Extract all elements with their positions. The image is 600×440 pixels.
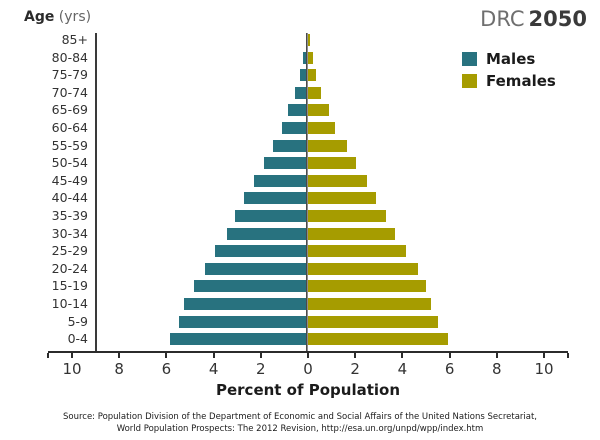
bar-females-80-84	[308, 51, 313, 64]
x-tick-label: 6	[161, 360, 172, 378]
x-tick	[543, 353, 545, 358]
bar-males-30-34	[226, 227, 308, 240]
bar-males-20-24	[205, 262, 308, 275]
age-label-10-14: 10-14	[51, 296, 88, 311]
x-tick	[354, 353, 357, 358]
source-line-1: Source: Population Division of the Depar…	[62, 412, 538, 422]
age-axis-header: Age (yrs)	[24, 9, 91, 25]
x-tick	[212, 353, 215, 358]
x-tick	[448, 353, 451, 358]
bar-males-80-84	[303, 51, 308, 64]
bar-females-75-79	[308, 69, 317, 82]
x-tick-label: 8	[114, 360, 124, 378]
bar-males-75-79	[299, 69, 308, 82]
age-label-0-4: 0-4	[67, 331, 88, 347]
center-axis-line	[306, 33, 308, 351]
x-tick	[259, 353, 262, 358]
bar-males-5-9	[179, 315, 308, 328]
legend-item-males: Males	[462, 48, 556, 70]
x-tick-label: 10	[534, 360, 554, 378]
age-label-30-34: 30-34	[51, 225, 88, 241]
x-tick	[495, 353, 498, 358]
chart-title-year: 2050	[528, 7, 587, 31]
bar-females-65-69	[308, 104, 330, 117]
bar-males-70-74	[295, 86, 308, 99]
x-tick	[307, 353, 309, 358]
x-tick-label: 4	[208, 360, 219, 378]
x-tick	[165, 353, 168, 358]
x-axis-line	[48, 351, 568, 353]
bar-males-15-19	[193, 280, 308, 293]
age-axis-header-units: (yrs)	[54, 9, 92, 25]
bar-females-30-34	[308, 227, 396, 240]
age-label-45-49: 45-49	[51, 172, 88, 188]
age-label-80-84: 80-84	[51, 49, 88, 65]
females-swatch-icon	[462, 74, 477, 88]
bar-males-35-39	[234, 210, 308, 222]
x-tick	[118, 353, 121, 358]
source-line-2: World Population Prospects: The 2012 Rev…	[116, 423, 484, 434]
x-tick-label: 2	[256, 360, 266, 378]
age-label-70-74: 70-74	[51, 84, 88, 100]
age-label-15-19: 15-19	[51, 278, 88, 294]
x-axis-title: Percent of Population	[215, 381, 401, 399]
x-tick-label: 4	[397, 360, 408, 378]
bar-females-70-74	[308, 86, 321, 99]
legend-label-males: Males	[486, 50, 536, 68]
bar-males-45-49	[253, 174, 308, 187]
males-swatch-icon	[462, 52, 477, 66]
x-tick-label: 6	[444, 360, 455, 378]
bar-females-10-14	[308, 298, 431, 310]
x-tick-label: 0	[303, 360, 313, 378]
x-axis-end-tick	[566, 353, 569, 358]
age-label-20-24: 20-24	[51, 260, 88, 276]
bar-females-15-19	[308, 280, 426, 293]
bar-females-5-9	[308, 315, 438, 328]
age-label-55-59: 55-59	[51, 137, 88, 153]
legend-item-females: Females	[462, 70, 556, 92]
age-label-75-79: 75-79	[51, 67, 88, 83]
age-label-60-64: 60-64	[51, 120, 88, 135]
age-label-5-9: 5-9	[67, 313, 88, 329]
x-tick	[71, 353, 73, 358]
age-label-25-29: 25-29	[51, 243, 88, 259]
chart-title-region: DRC	[480, 7, 525, 31]
legend: Males Females	[462, 48, 556, 92]
bar-females-45-49	[308, 174, 367, 187]
bar-females-0-4	[308, 333, 449, 346]
bar-females-55-59	[308, 139, 347, 152]
bar-males-10-14	[184, 298, 308, 310]
age-label-35-39: 35-39	[51, 208, 88, 223]
x-tick-label: 10	[62, 360, 82, 378]
age-label-65-69: 65-69	[51, 102, 88, 118]
bar-females-25-29	[308, 245, 406, 258]
bar-males-55-59	[272, 139, 308, 152]
bar-females-40-44	[308, 192, 377, 205]
source-note: Source: Population Division of the Depar…	[0, 412, 600, 435]
bar-males-25-29	[214, 245, 308, 258]
bar-males-40-44	[244, 192, 308, 205]
x-tick-label: 2	[350, 360, 360, 378]
age-label-85+: 85+	[61, 32, 88, 47]
age-label-50-54: 50-54	[51, 155, 88, 171]
x-tick-label: 8	[492, 360, 502, 378]
bar-males-65-69	[287, 104, 308, 117]
bar-females-50-54	[308, 157, 357, 170]
x-axis-end-tick	[47, 353, 50, 358]
age-axis-header-label: Age	[24, 9, 55, 25]
age-label-40-44: 40-44	[51, 190, 88, 206]
bar-females-85+	[308, 34, 311, 46]
legend-label-females: Females	[486, 72, 556, 90]
chart-title: DRC 2050	[480, 7, 587, 31]
bar-males-50-54	[264, 157, 308, 170]
bar-males-0-4	[169, 333, 308, 346]
bar-females-35-39	[308, 210, 386, 222]
bar-females-20-24	[308, 262, 418, 275]
bar-males-60-64	[282, 122, 308, 134]
bar-females-60-64	[308, 122, 336, 134]
y-axis-spine	[95, 33, 97, 352]
x-tick	[401, 353, 404, 358]
